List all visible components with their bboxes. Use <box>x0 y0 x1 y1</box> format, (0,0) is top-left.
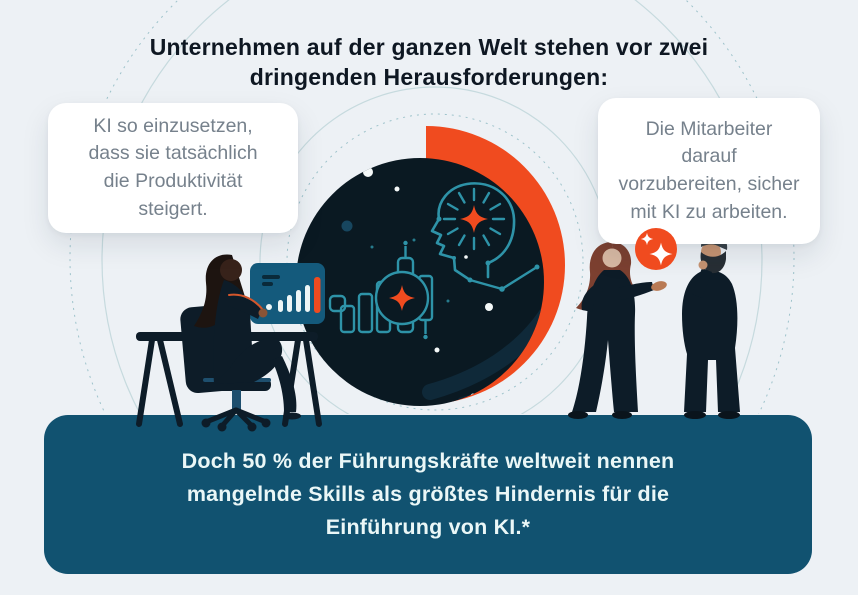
ai-head-icon <box>430 182 540 292</box>
statistic-banner: Doch 50 % der Führungskräfte weltweit ne… <box>44 415 812 574</box>
bubble-text-line: dass sie tatsächlich <box>88 142 258 165</box>
standing-man <box>682 234 740 419</box>
orange-arc <box>426 126 565 404</box>
star-dots <box>343 167 544 399</box>
title-line: dringenden Herausforderungen: <box>249 63 609 90</box>
office-chair-icon <box>180 304 271 432</box>
bar-chart-icon <box>328 246 434 334</box>
sunburst-icon <box>442 187 506 251</box>
standing-woman <box>568 242 667 419</box>
banner-text-line: Einführung von KI.* <box>325 515 531 540</box>
challenge-bubble-right: Die Mitarbeiter darauf vorzubereiten, si… <box>598 98 820 244</box>
banner-text-line: Doch 50 % der Führungskräfte weltweit ne… <box>181 448 675 473</box>
title-line: Unternehmen auf der ganzen Welt stehen v… <box>149 34 709 61</box>
bubble-text-line: die Produktivität <box>103 170 243 192</box>
sparkle-icon <box>389 285 415 311</box>
bubble-text-line: Die Mitarbeiter <box>645 117 773 140</box>
sparkle-icon <box>460 205 488 233</box>
desk-icon <box>136 332 322 427</box>
challenge-bubble-left: KI so einzusetzen, dass sie tatsächlich … <box>48 103 298 233</box>
monitor-bar-chart <box>266 277 321 313</box>
bubble-text-line: steigert. <box>138 197 208 220</box>
globe-contents <box>328 167 544 406</box>
bubble-text-line: vorzubereiten, sicher <box>618 173 800 195</box>
page-title: Unternehmen auf der ganzen Welt stehen v… <box>0 33 858 91</box>
seated-person <box>194 254 301 420</box>
bubble-text-line: mit KI zu arbeiten. <box>630 200 788 223</box>
sparkle-icon <box>649 242 673 266</box>
ai-globe-circle <box>296 158 544 406</box>
monitor-icon <box>250 263 325 324</box>
banner-text-line: mangelnde Skills als größtes Hindernis f… <box>186 481 670 506</box>
bubble-text-line: KI so einzusetzen, <box>93 114 253 137</box>
bubble-text-line: darauf <box>681 145 737 168</box>
